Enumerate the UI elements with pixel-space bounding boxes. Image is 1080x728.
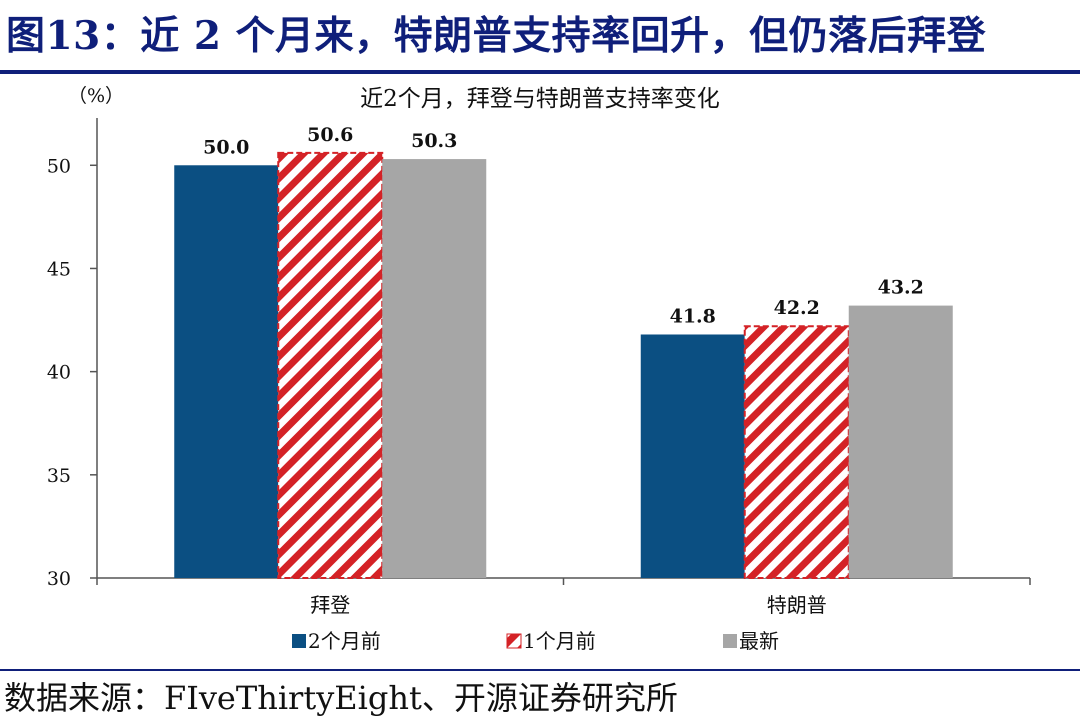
bar-chart: （%） 近2个月，拜登与特朗普支持率变化 30 35 40 45 50 拜登 特朗普 50…: [0, 76, 1080, 666]
chart-legend: 2个月前 1个月前 最新: [292, 629, 779, 653]
bar-series: [174, 151, 953, 580]
bar-3-2: [848, 305, 953, 578]
bar-1-1: [174, 165, 279, 578]
y-axis-unit-label: （%）: [68, 85, 124, 107]
x-axis: 拜登 特朗普: [96, 577, 1031, 617]
y-tick-label: 40: [47, 362, 71, 384]
data-label: 50.0: [203, 136, 249, 158]
data-label: 41.8: [670, 305, 716, 327]
bar-2-1: [277, 151, 384, 580]
data-label: 42.2: [774, 297, 820, 319]
y-tick-label: 35: [47, 465, 71, 487]
x-category-label: 拜登: [310, 593, 350, 617]
y-tick-label: 30: [47, 568, 71, 590]
figure-title: 图13：近 2 个月来，特朗普支持率回升，但仍落后拜登: [6, 13, 987, 59]
legend-swatch: [723, 634, 737, 648]
y-tick-label: 50: [47, 155, 71, 177]
y-axis: 30 35 40 45 50: [47, 118, 98, 590]
legend-label: 1个月前: [523, 629, 596, 653]
bar-3-1: [382, 159, 487, 578]
data-label: 50.6: [307, 124, 353, 146]
legend-label: 2个月前: [308, 629, 381, 653]
source-note: 数据来源：FIveThirtyEight、开源证券研究所: [4, 679, 678, 717]
legend-label: 最新: [739, 629, 779, 653]
chart-title: 近2个月，拜登与特朗普支持率变化: [360, 86, 720, 112]
data-label: 43.2: [878, 277, 924, 299]
chart-canvas: （%） 近2个月，拜登与特朗普支持率变化 30 35 40 45 50 拜登 特朗普 50…: [47, 85, 1031, 653]
y-tick-label: 45: [47, 258, 71, 280]
bar-1-2: [640, 334, 745, 578]
legend-swatch: [292, 634, 306, 648]
data-label: 50.3: [411, 130, 457, 152]
bar-2-2: [743, 325, 850, 579]
x-category-label: 特朗普: [767, 593, 827, 617]
legend-swatch: [506, 633, 522, 649]
data-labels: 50.0 50.6 50.3 41.8 42.2 43.2: [203, 124, 924, 328]
source-divider: [0, 669, 1080, 671]
title-divider: [0, 70, 1080, 74]
